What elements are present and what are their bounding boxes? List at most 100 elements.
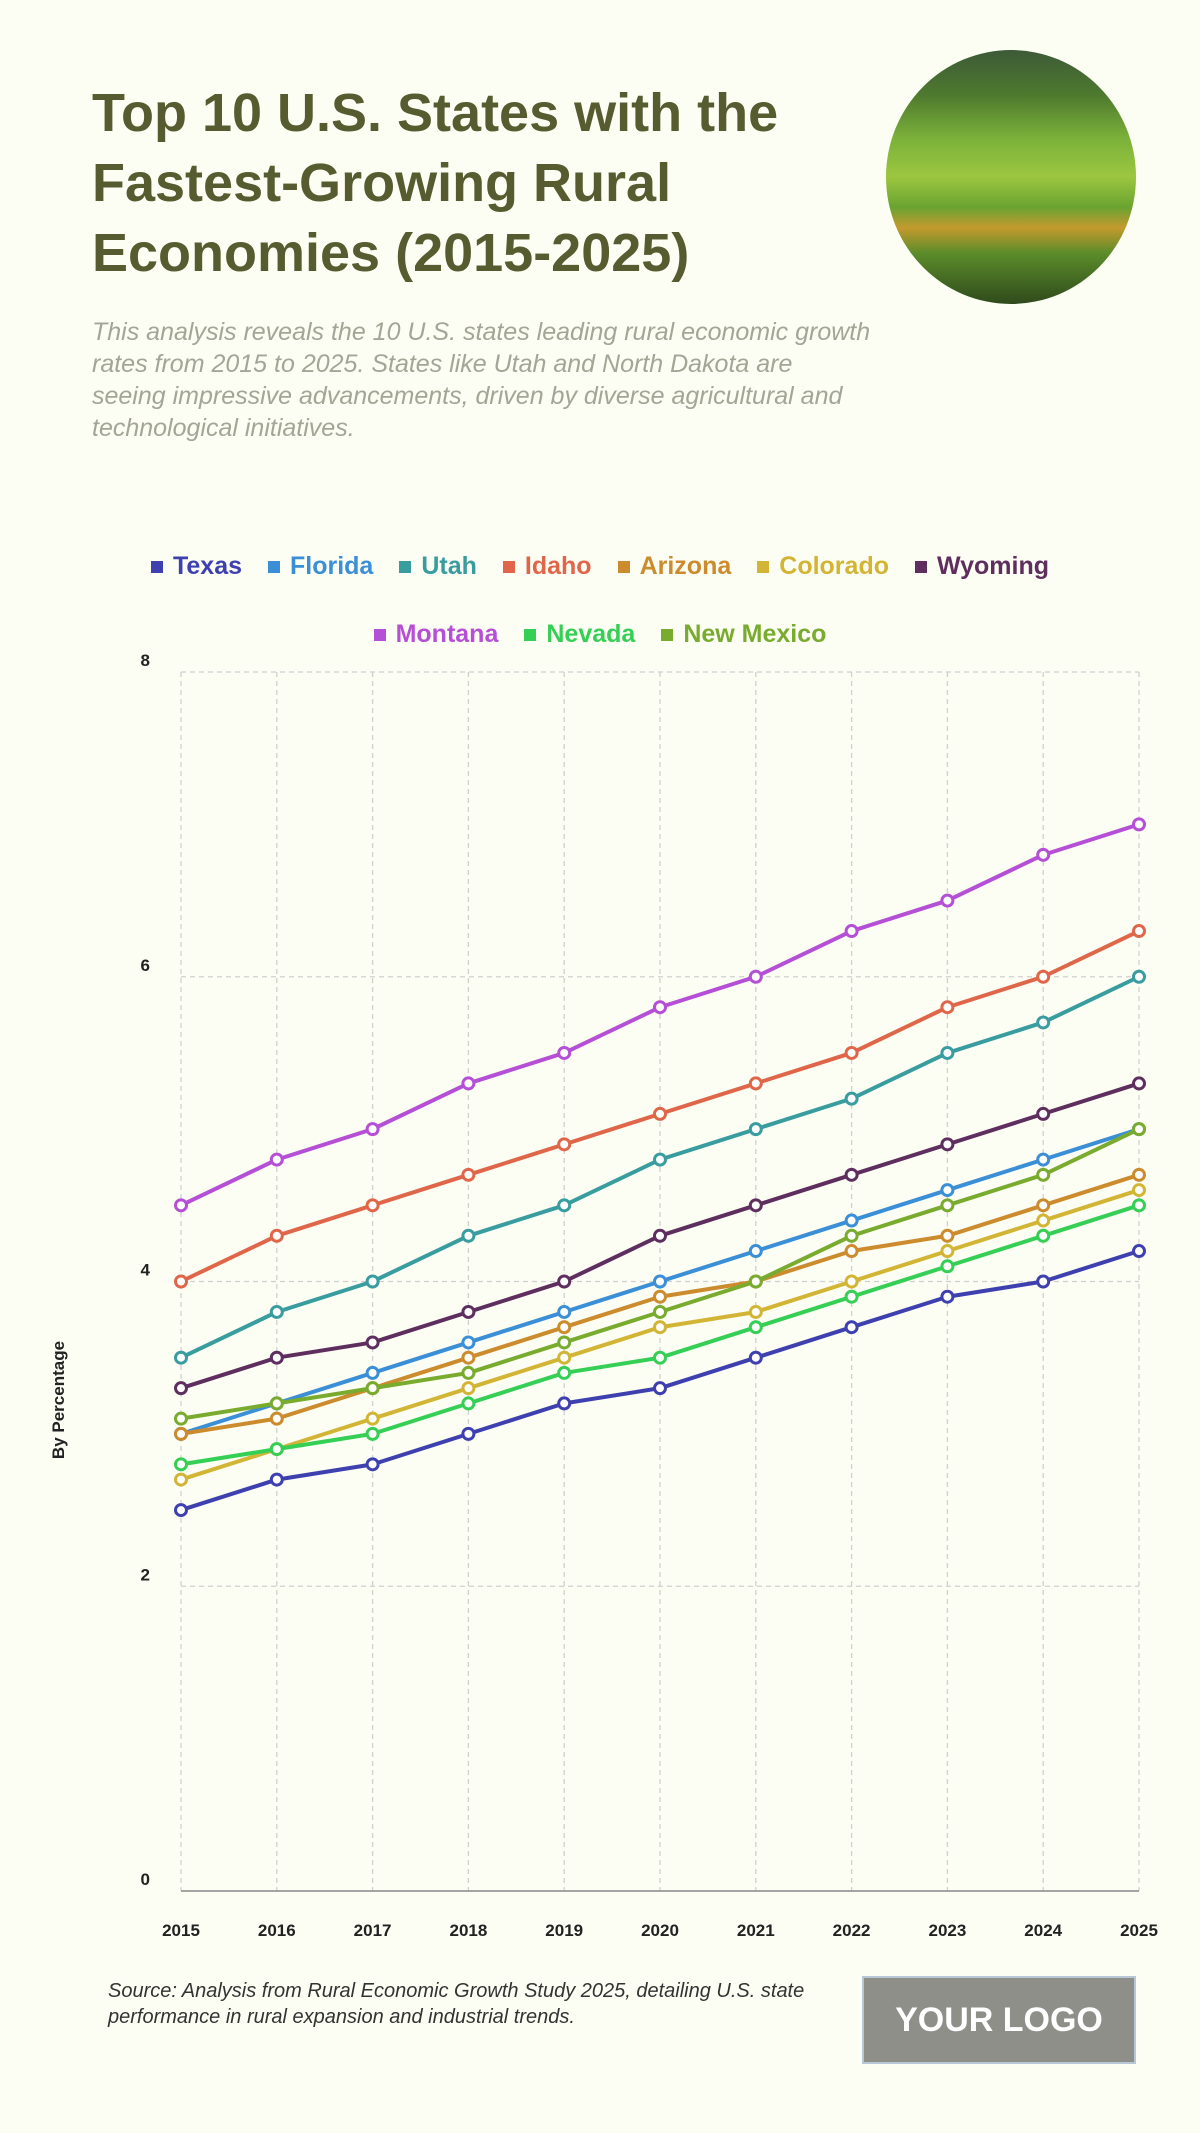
data-point-texas — [748, 1350, 763, 1365]
data-point-nevada — [461, 1396, 476, 1411]
logo-placeholder: YOUR LOGO — [862, 1976, 1136, 2064]
data-point-montana — [461, 1076, 476, 1091]
legend-swatch — [914, 560, 927, 573]
data-point-nevada — [653, 1350, 667, 1365]
data-point-florida — [653, 1274, 667, 1289]
data-point-arizona — [844, 1244, 859, 1259]
data-point-montana — [174, 1198, 188, 1213]
data-point-texas — [461, 1426, 476, 1441]
data-point-texas — [557, 1396, 572, 1411]
data-point-new-mexico — [940, 1198, 955, 1213]
data-point-montana — [1036, 847, 1051, 862]
data-point-idaho — [844, 1045, 859, 1060]
legend-swatch — [373, 628, 386, 641]
legend-item-nevada[interactable]: Nevada — [524, 620, 635, 649]
data-point-new-mexico — [174, 1411, 188, 1426]
data-point-utah — [1036, 1015, 1051, 1030]
x-tick-label: 2020 — [641, 1921, 679, 1940]
data-point-wyoming — [940, 1137, 955, 1152]
data-point-arizona — [174, 1426, 188, 1441]
data-point-colorado — [844, 1274, 859, 1289]
data-point-arizona — [1036, 1198, 1051, 1213]
data-point-wyoming — [557, 1274, 572, 1289]
data-point-wyoming — [461, 1304, 476, 1319]
legend-item-idaho[interactable]: Idaho — [502, 552, 592, 581]
legend-label: Florida — [290, 552, 374, 580]
data-point-arizona — [940, 1228, 955, 1243]
data-point-montana — [748, 969, 763, 984]
data-point-wyoming — [748, 1198, 763, 1213]
data-point-florida — [557, 1304, 572, 1319]
data-point-new-mexico — [1036, 1167, 1051, 1182]
y-tick-label: 8 — [141, 651, 150, 670]
data-point-colorado — [653, 1320, 667, 1335]
legend-swatch — [524, 628, 537, 641]
data-point-utah — [940, 1045, 955, 1060]
legend-swatch — [268, 560, 280, 573]
page-subtitle: This analysis reveals the 10 U.S. states… — [92, 318, 871, 442]
data-point-utah — [844, 1091, 859, 1106]
legend-item-montana[interactable]: Montana — [373, 620, 498, 649]
data-point-florida — [365, 1365, 380, 1380]
legend-item-florida[interactable]: Florida — [268, 552, 373, 581]
data-point-utah — [269, 1304, 284, 1319]
data-point-montana — [653, 1000, 667, 1015]
data-point-utah — [1132, 969, 1146, 984]
data-point-nevada — [844, 1289, 859, 1304]
data-point-texas — [940, 1289, 955, 1304]
data-point-nevada — [1132, 1198, 1146, 1213]
data-point-utah — [461, 1228, 476, 1243]
data-point-texas — [653, 1381, 667, 1396]
x-tick-label: 2023 — [928, 1921, 966, 1940]
data-point-utah — [653, 1152, 667, 1167]
data-point-nevada — [748, 1320, 763, 1335]
data-point-nevada — [365, 1426, 380, 1441]
x-tick-label: 2025 — [1120, 1921, 1158, 1940]
legend-item-arizona[interactable]: Arizona — [617, 552, 731, 581]
legend-item-wyoming[interactable]: Wyoming — [914, 552, 1049, 581]
legend-item-colorado[interactable]: Colorado — [757, 552, 889, 581]
source-note: Source: Analysis from Rural Economic Gro… — [108, 1980, 805, 2028]
legend-label: New Mexico — [683, 620, 827, 648]
data-point-new-mexico — [461, 1365, 476, 1380]
data-point-idaho — [1132, 924, 1146, 939]
header: Top 10 U.S. States with the Fastest-Grow… — [92, 78, 882, 444]
data-point-new-mexico — [748, 1274, 763, 1289]
legend-swatch — [502, 560, 515, 573]
data-point-idaho — [557, 1137, 572, 1152]
data-point-texas — [269, 1472, 284, 1487]
data-point-wyoming — [653, 1228, 667, 1243]
legend-swatch — [617, 560, 630, 573]
data-point-utah — [557, 1198, 572, 1213]
data-point-utah — [365, 1274, 380, 1289]
data-point-montana — [940, 893, 955, 908]
x-tick-label: 2015 — [162, 1921, 200, 1940]
data-point-arizona — [461, 1350, 476, 1365]
legend-swatch — [661, 628, 674, 641]
data-point-texas — [844, 1320, 859, 1335]
data-point-florida — [1036, 1152, 1051, 1167]
data-point-texas — [1036, 1274, 1051, 1289]
data-point-idaho — [174, 1274, 188, 1289]
data-point-idaho — [940, 1000, 955, 1015]
data-point-idaho — [365, 1198, 380, 1213]
data-point-idaho — [748, 1076, 763, 1091]
y-tick-label: 2 — [141, 1565, 150, 1584]
legend-item-new-mexico[interactable]: New Mexico — [661, 620, 826, 649]
legend-item-utah[interactable]: Utah — [399, 552, 477, 581]
x-tick-label: 2022 — [833, 1921, 871, 1940]
data-point-wyoming — [1132, 1076, 1146, 1091]
legend-item-texas[interactable]: Texas — [150, 552, 242, 581]
data-point-nevada — [1036, 1228, 1051, 1243]
data-point-idaho — [269, 1228, 284, 1243]
rural-landscape-photo — [886, 50, 1136, 304]
chart-legend: Texas Florida Utah Idaho Arizona Colorado Wyom… — [0, 552, 1200, 581]
y-tick-label: 4 — [141, 1261, 151, 1280]
data-point-new-mexico — [844, 1228, 859, 1243]
data-point-arizona — [1132, 1167, 1146, 1182]
legend-swatch — [399, 560, 412, 573]
x-tick-label: 2024 — [1024, 1921, 1062, 1940]
legend-swatch — [150, 560, 163, 573]
data-point-wyoming — [1036, 1106, 1051, 1121]
data-point-nevada — [174, 1457, 188, 1472]
